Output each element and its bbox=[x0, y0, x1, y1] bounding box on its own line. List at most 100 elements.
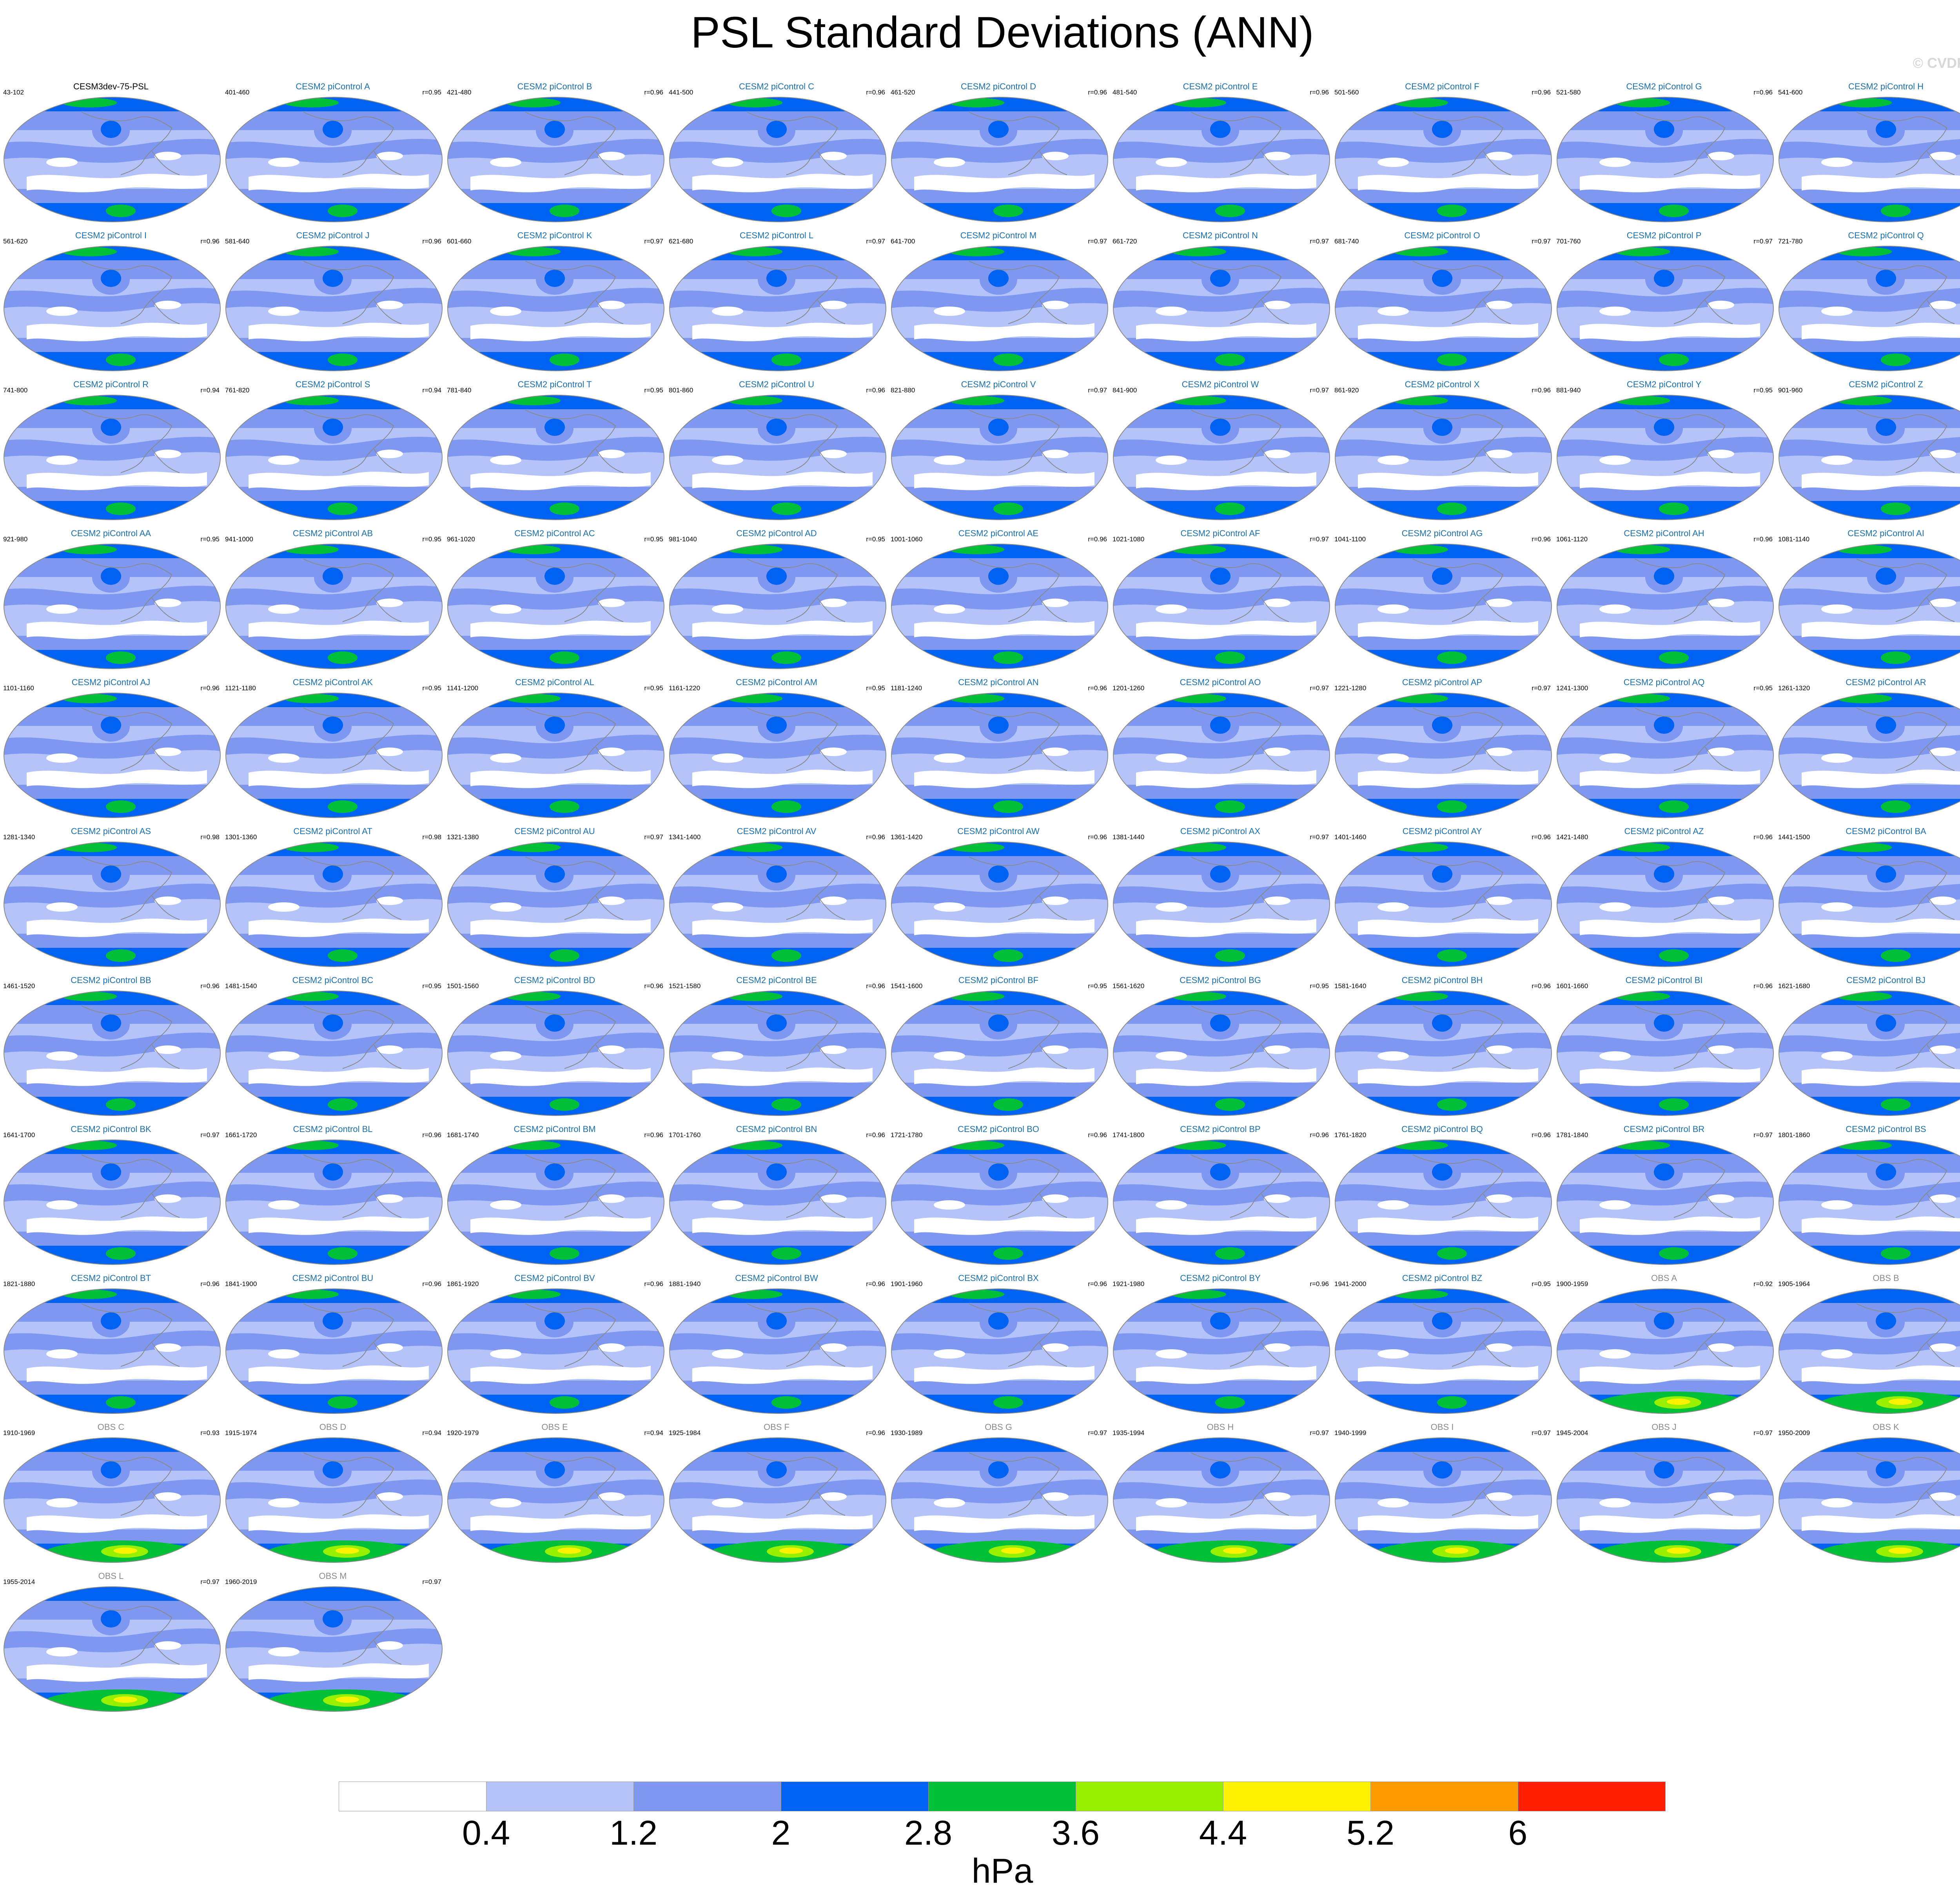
panel-correlation: r=0.96 bbox=[866, 1280, 885, 1288]
panel-title: CESM2 piControl AM bbox=[736, 677, 817, 687]
panel-title: CESM2 piControl A bbox=[296, 82, 370, 91]
map-panel: CESM2 piControl A 401-460 r=0.95 bbox=[222, 74, 444, 223]
panel-title: CESM2 piControl AN bbox=[958, 677, 1039, 687]
panel-correlation: r=0.96 bbox=[866, 1429, 885, 1437]
panel-correlation: r=0.96 bbox=[1310, 1131, 1329, 1139]
panel-title: CESM2 piControl AD bbox=[736, 528, 817, 538]
panel-years: 501-560 bbox=[1334, 89, 1359, 96]
panel-title: CESM2 piControl BJ bbox=[1846, 975, 1926, 985]
panel-years: 721-780 bbox=[1778, 238, 1803, 245]
map-panel: CESM2 piControl BF 1541-1600 r=0.95 bbox=[887, 968, 1109, 1117]
panel-correlation: r=0.95 bbox=[422, 684, 441, 692]
panel-correlation: r=0.96 bbox=[200, 982, 220, 990]
map-panel: CESM2 piControl AP 1221-1280 r=0.97 bbox=[1331, 670, 1553, 819]
panel-correlation: r=0.94 bbox=[644, 1429, 663, 1437]
psl-std-map bbox=[1779, 1288, 1960, 1414]
map-panel: CESM2 piControl C 441-500 r=0.96 bbox=[666, 74, 887, 223]
panel-correlation: r=0.96 bbox=[1532, 535, 1551, 543]
panel-years: 1581-1640 bbox=[1334, 982, 1367, 990]
panel-correlation: r=0.97 bbox=[1088, 386, 1107, 394]
panel-years: 441-500 bbox=[669, 89, 693, 96]
panel-years: 1930-1989 bbox=[891, 1429, 923, 1437]
panel-title: CESM3dev-75-PSL bbox=[73, 82, 149, 91]
panel-title: CESM2 piControl BW bbox=[735, 1273, 818, 1283]
psl-std-map bbox=[1113, 246, 1330, 371]
map-panel: CESM2 piControl AY 1401-1460 r=0.96 bbox=[1331, 819, 1553, 968]
map-panel: CESM2 piControl BV 1861-1920 r=0.96 bbox=[444, 1266, 666, 1415]
psl-std-map bbox=[1557, 97, 1774, 222]
map-panel: CESM2 piControl O 681-740 r=0.97 bbox=[1331, 223, 1553, 372]
map-panel: CESM2 piControl BU 1841-1900 r=0.96 bbox=[222, 1266, 444, 1415]
panel-years: 1861-1920 bbox=[447, 1280, 479, 1288]
map-panel: CESM2 piControl BB 1461-1520 r=0.96 bbox=[0, 968, 222, 1117]
panel-correlation: r=0.97 bbox=[644, 833, 663, 841]
map-panel: CESM2 piControl BD 1501-1560 r=0.96 bbox=[444, 968, 666, 1117]
panel-correlation: r=0.96 bbox=[1532, 386, 1551, 394]
panel-years: 1481-1540 bbox=[225, 982, 257, 990]
psl-std-map bbox=[1557, 544, 1774, 669]
panel-title: CESM2 piControl AI bbox=[1847, 528, 1924, 538]
map-panel: CESM2 piControl B 421-480 r=0.96 bbox=[444, 74, 666, 223]
psl-std-map bbox=[669, 1288, 886, 1414]
panel-title: CESM2 piControl BB bbox=[71, 975, 151, 985]
map-panel: CESM2 piControl J 581-640 r=0.96 bbox=[222, 223, 444, 372]
psl-std-map bbox=[1113, 395, 1330, 520]
map-panel: CESM2 piControl BH 1581-1640 r=0.96 bbox=[1331, 968, 1553, 1117]
map-panel: CESM2 piControl BX 1901-1960 r=0.96 bbox=[887, 1266, 1109, 1415]
panel-years: 1925-1984 bbox=[669, 1429, 701, 1437]
panel-title: CESM2 piControl B bbox=[517, 82, 592, 91]
panel-years: 1501-1560 bbox=[447, 982, 479, 990]
panel-title: CESM2 piControl AC bbox=[514, 528, 595, 538]
colorbar-tick: 5.2 bbox=[1346, 1813, 1395, 1852]
map-panel: CESM2 piControl AF 1021-1080 r=0.97 bbox=[1109, 521, 1331, 670]
panel-years: 1421-1480 bbox=[1556, 833, 1588, 841]
panel-correlation: r=0.95 bbox=[866, 535, 885, 543]
watermark: © CVDP-LE bbox=[1913, 55, 1960, 71]
panel-title: CESM2 piControl I bbox=[75, 230, 147, 240]
panel-title: CESM2 piControl X bbox=[1405, 379, 1480, 389]
map-panel: CESM2 piControl X 861-920 r=0.96 bbox=[1331, 372, 1553, 521]
map-panel: CESM2 piControl AU 1321-1380 r=0.97 bbox=[444, 819, 666, 968]
panel-correlation: r=0.96 bbox=[1532, 1131, 1551, 1139]
panel-correlation: r=0.96 bbox=[644, 89, 663, 96]
panel-correlation: r=0.95 bbox=[1088, 982, 1107, 990]
panel-years: 1661-1720 bbox=[225, 1131, 257, 1139]
psl-std-map bbox=[4, 842, 221, 967]
panel-title: OBS J bbox=[1651, 1422, 1677, 1432]
panel-title: CESM2 piControl BH bbox=[1401, 975, 1483, 985]
colorbar-tick: 0.4 bbox=[462, 1813, 510, 1852]
colorbar-box bbox=[928, 1782, 1076, 1811]
panel-years: 541-600 bbox=[1778, 89, 1803, 96]
map-panel: CESM2 piControl BR 1781-1840 r=0.97 bbox=[1553, 1117, 1775, 1266]
panel-correlation: r=0.96 bbox=[422, 238, 441, 245]
colorbar-units: hPa bbox=[971, 1851, 1033, 1890]
psl-std-map bbox=[225, 1437, 443, 1563]
map-panel: CESM2 piControl BL 1661-1720 r=0.96 bbox=[222, 1117, 444, 1266]
panel-years: 1821-1880 bbox=[3, 1280, 35, 1288]
psl-std-map bbox=[1113, 1288, 1330, 1414]
map-panel: CESM2 piControl U 801-860 r=0.96 bbox=[666, 372, 887, 521]
map-panel: CESM2 piControl S 761-820 r=0.94 bbox=[222, 372, 444, 521]
panel-years: 1221-1280 bbox=[1334, 684, 1367, 692]
panel-years: 1001-1060 bbox=[891, 535, 923, 543]
panel-correlation: r=0.97 bbox=[1310, 684, 1329, 692]
panel-correlation: r=0.96 bbox=[200, 1280, 220, 1288]
panel-correlation: r=0.96 bbox=[422, 1280, 441, 1288]
panel-title: CESM2 piControl AJ bbox=[71, 677, 151, 687]
panel-correlation: r=0.97 bbox=[1532, 1429, 1551, 1437]
panel-years: 661-720 bbox=[1112, 238, 1137, 245]
panel-title: CESM2 piControl J bbox=[296, 230, 370, 240]
map-panel: OBS I 1940-1999 r=0.97 bbox=[1331, 1415, 1553, 1564]
panel-years: 881-940 bbox=[1556, 386, 1581, 394]
map-panel: CESM2 piControl R 741-800 r=0.94 bbox=[0, 372, 222, 521]
panel-correlation: r=0.96 bbox=[1753, 89, 1773, 96]
map-panel: CESM2 piControl AW 1361-1420 r=0.96 bbox=[887, 819, 1109, 968]
colorbar-box bbox=[339, 1782, 486, 1811]
panel-title: OBS G bbox=[985, 1422, 1012, 1432]
map-panel: CESM2 piControl AE 1001-1060 r=0.96 bbox=[887, 521, 1109, 670]
colorbar-box bbox=[486, 1782, 634, 1811]
map-panel: CESM2 piControl BM 1681-1740 r=0.96 bbox=[444, 1117, 666, 1266]
psl-std-map bbox=[225, 246, 443, 371]
